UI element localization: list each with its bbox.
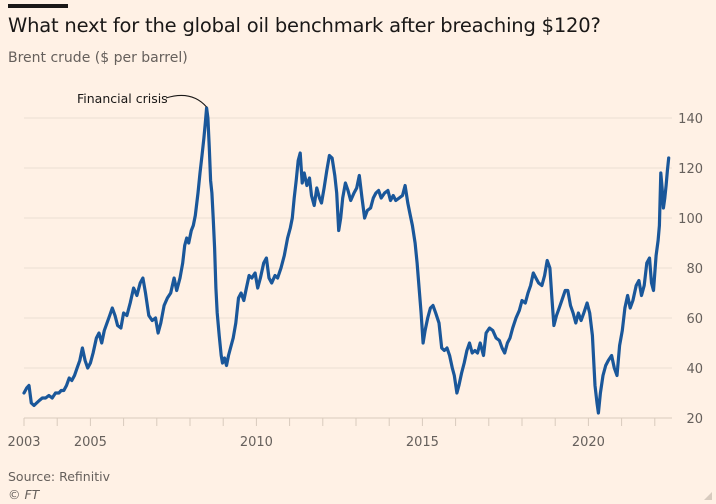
x-tick-label: 2003 (7, 435, 40, 450)
y-tick-label: 80 (686, 262, 703, 277)
y-gridlines (24, 117, 672, 419)
resize-grip-icon (704, 492, 712, 500)
annotation-connector (165, 95, 207, 108)
y-tick-label: 20 (686, 412, 703, 427)
x-tick-label: 2010 (240, 435, 273, 450)
copyright-note: © FT (8, 487, 40, 502)
x-tick-label: 2015 (406, 435, 439, 450)
source-note: Source: Refinitiv (8, 469, 110, 484)
y-axis-ticks: 20 40 60 80 100 120 140 (678, 112, 703, 427)
series-line-brent (22, 106, 671, 415)
y-tick-label: 140 (678, 112, 703, 127)
annotations: Financial crisis (77, 91, 207, 108)
x-tick-label: 2005 (74, 435, 107, 450)
chart-subtitle: Brent crude ($ per barrel) (8, 50, 188, 66)
series-layer (22, 106, 671, 415)
y-tick-label: 120 (678, 162, 703, 177)
x-tick-label: 2020 (572, 435, 605, 450)
ft-brand-bar (8, 4, 68, 8)
y-tick-label: 40 (686, 362, 703, 377)
y-tick-label: 100 (678, 212, 703, 227)
x-axis: 2003 2005 2010 2015 2020 (7, 418, 656, 450)
annotation-label: Financial crisis (77, 91, 168, 106)
y-tick-label: 60 (686, 312, 703, 327)
chart-title: What next for the global oil benchmark a… (8, 14, 601, 37)
